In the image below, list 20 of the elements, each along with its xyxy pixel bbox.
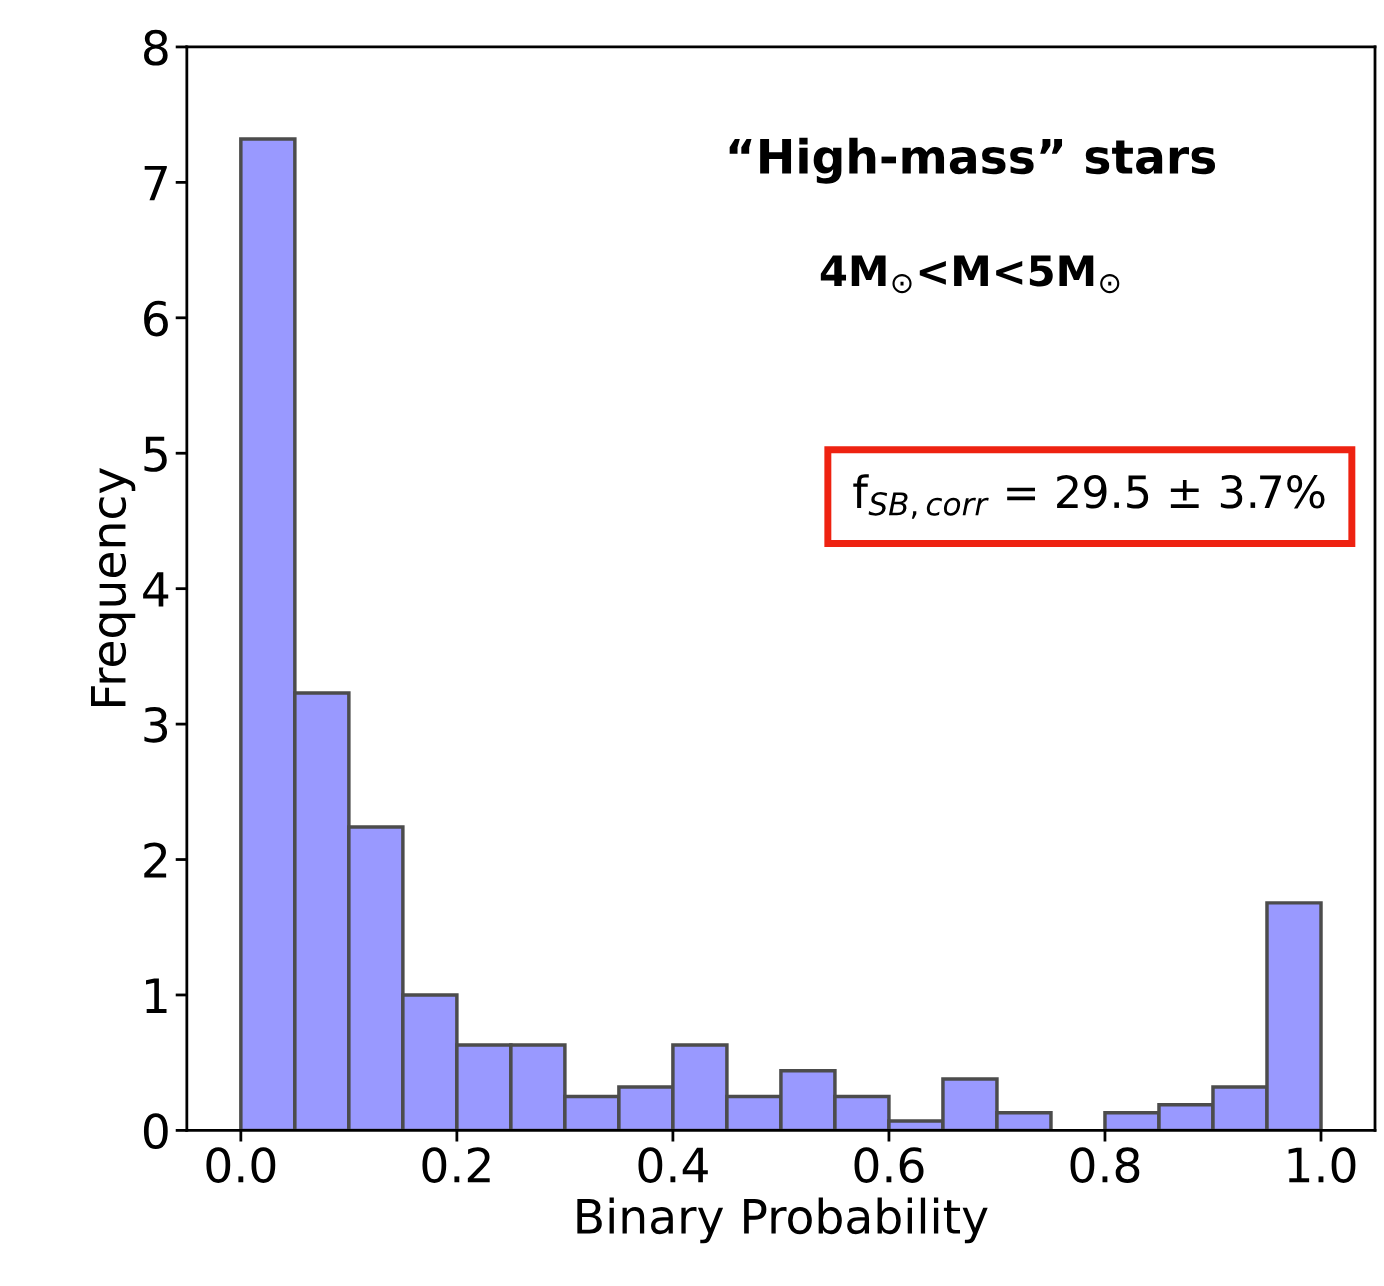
x-tick-label: 0.6 xyxy=(854,1147,924,1183)
x-tick-label: 0.4 xyxy=(638,1147,708,1183)
x-tick-label: 1.0 xyxy=(1288,1147,1356,1183)
x-tick-label: 0.8 xyxy=(1070,1147,1140,1183)
y-tick-label: 8 xyxy=(144,29,168,66)
y-tick-label: 1 xyxy=(146,978,167,1013)
y-tick-label: 2 xyxy=(144,842,167,878)
annotation: 4M$_{⊙}$<M<5M$_{⊙}$ xyxy=(820,255,1120,294)
y-tick-label: 6 xyxy=(144,300,168,337)
y-tick-label: 7 xyxy=(144,165,167,201)
x-tick-label: 0.2 xyxy=(422,1147,490,1183)
y-tick-label: 4 xyxy=(143,572,169,607)
y-axis-title: Frequency xyxy=(91,468,136,707)
annotation: f$_{SB,corr}$ = 29.5 ± 3.7% xyxy=(853,474,1325,519)
annotation: “High-mass” stars xyxy=(729,137,1216,184)
y-tick-label: 3 xyxy=(144,706,168,743)
x-tick-label: 0.0 xyxy=(206,1147,276,1183)
y-tick-label: 0 xyxy=(143,1113,168,1150)
y-tick-label: 5 xyxy=(144,436,167,472)
x-axis-title: Binary Probability xyxy=(577,1197,988,1244)
